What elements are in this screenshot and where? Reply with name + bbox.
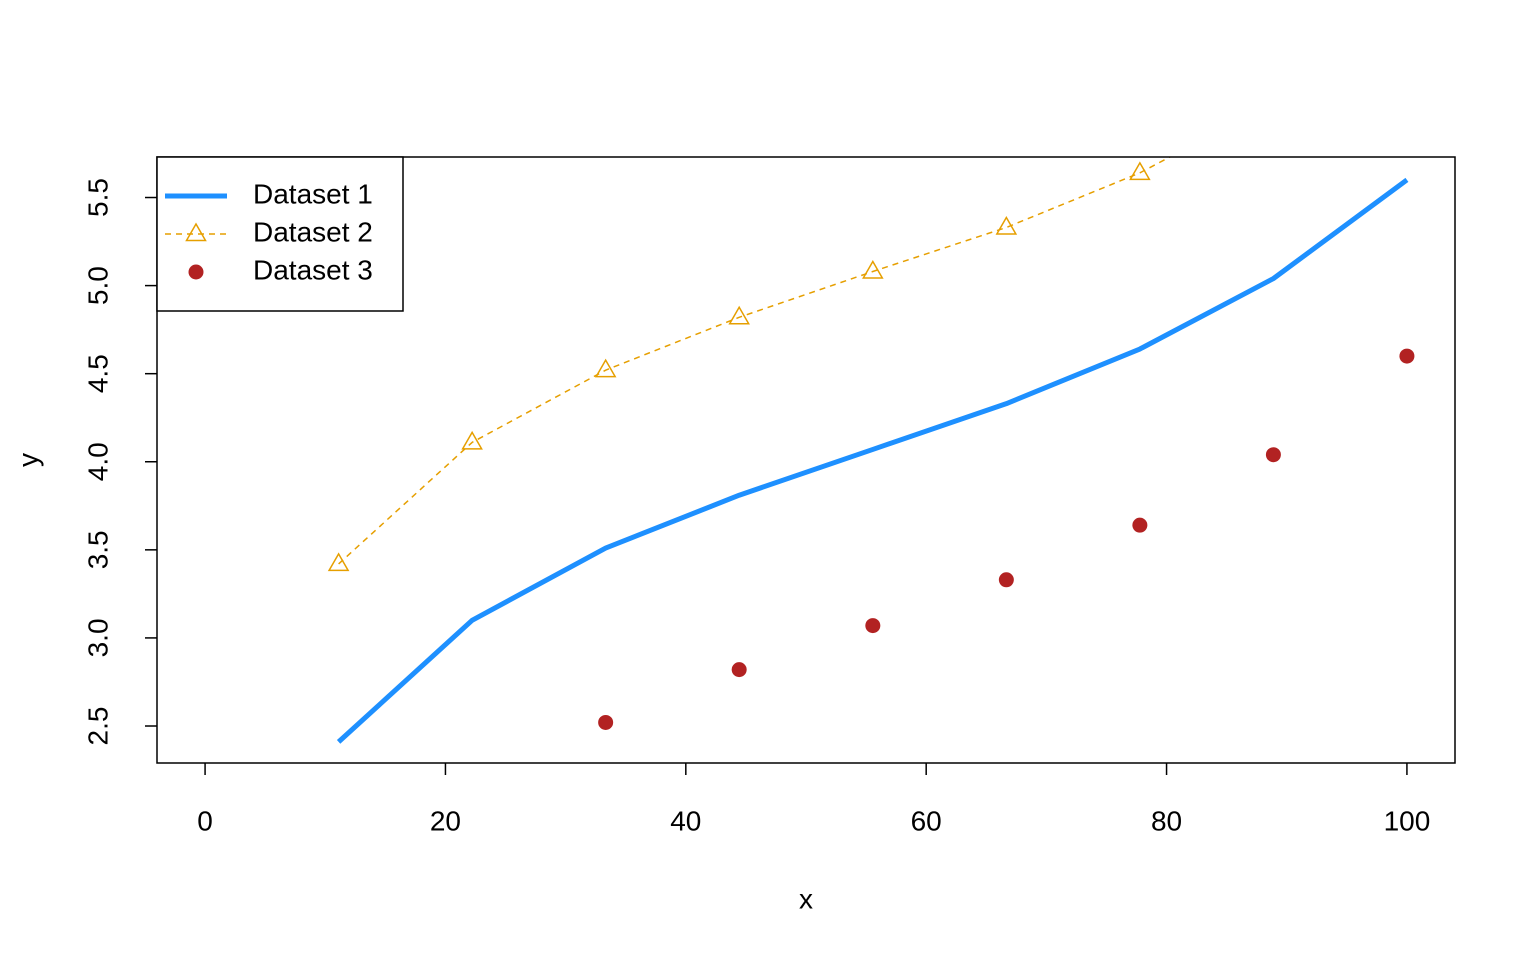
x-tick-label: 20 [430,805,461,836]
x-tick-label: 0 [197,805,213,836]
marker [598,714,614,730]
legend-label: Dataset 2 [253,216,373,247]
legend-label: Dataset 1 [253,178,373,209]
legend-label: Dataset 3 [253,254,373,285]
legend-marker [185,222,207,242]
legend-box [156,156,404,312]
x-tick-label: 100 [1384,805,1431,836]
marker [998,572,1014,588]
y-tick-label: 3.5 [82,530,113,569]
x-tick-label: 60 [911,805,942,836]
y-tick-label: 3.0 [82,618,113,657]
y-tick-label: 4.0 [82,442,113,481]
marker [594,358,617,378]
marker [1132,517,1148,533]
x-tick-label: 40 [670,805,701,836]
y-tick-label: 5.5 [82,178,113,217]
y-tick-label: 4.5 [82,354,113,393]
y-axis-title: y [12,453,43,467]
plot-frame [156,156,1456,764]
marker [862,260,884,279]
series-line [338,157,1172,565]
marker [1129,161,1151,181]
marker [1399,348,1415,364]
marker [461,430,483,450]
y-tick-label: 5.0 [82,266,113,305]
marker [731,662,747,678]
marker [728,305,750,325]
marker [865,618,881,634]
plot-area [327,157,1415,744]
x-tick-label: 80 [1151,805,1182,836]
marker [327,552,350,572]
legend-marker [188,264,204,280]
marker [1265,447,1281,463]
x-axis-title: x [799,883,813,914]
series-line [336,177,1409,744]
y-tick-label: 2.5 [82,707,113,746]
marker [995,215,1018,235]
